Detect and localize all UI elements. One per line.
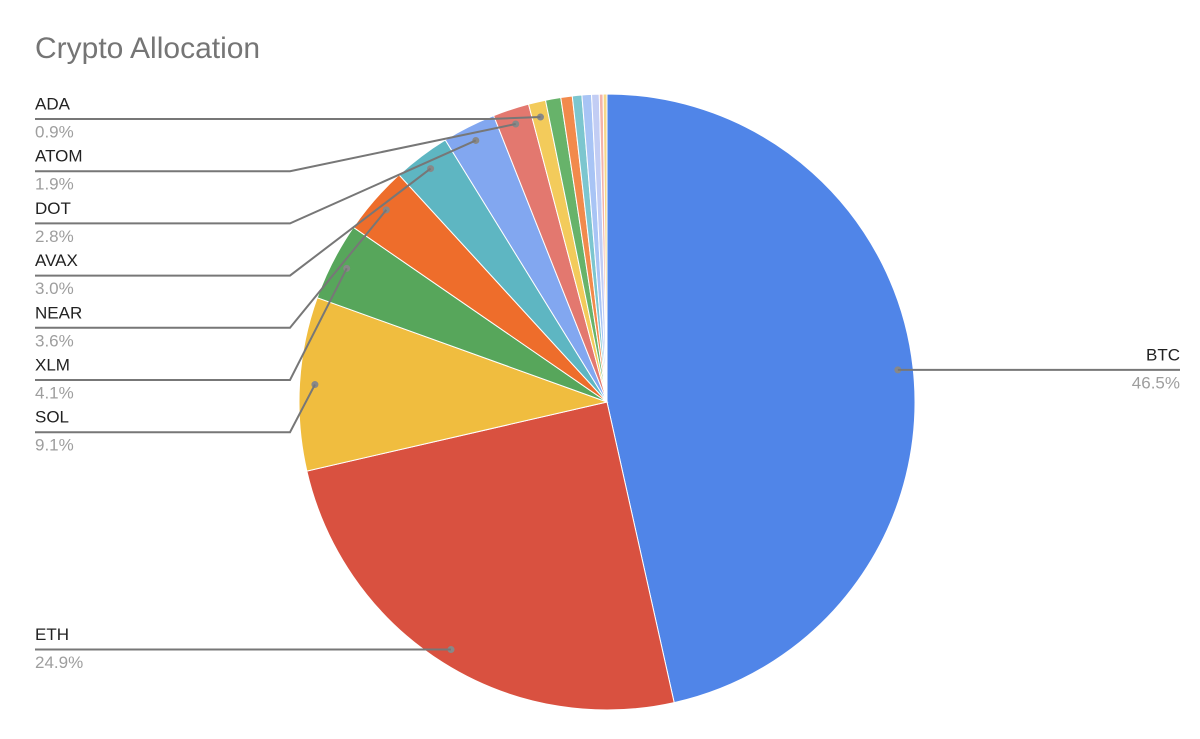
slice-value-label: 46.5% xyxy=(1132,373,1180,392)
leader-line xyxy=(35,209,388,329)
leader-line xyxy=(35,267,348,381)
slice-value-label: 4.1% xyxy=(35,383,74,402)
slice-value-label: 3.0% xyxy=(35,279,74,298)
slice-label: ETH xyxy=(35,625,69,644)
slice-label: XLM xyxy=(35,355,70,374)
leader-line xyxy=(35,139,477,225)
slice-label: DOT xyxy=(35,199,71,218)
leader-line xyxy=(35,116,541,120)
slice-value-label: 2.8% xyxy=(35,227,74,246)
leader-line xyxy=(35,384,316,434)
slice-label: AVAX xyxy=(35,251,78,270)
leader-line xyxy=(35,167,432,277)
leader-line xyxy=(35,123,516,173)
slice-label: ATOM xyxy=(35,147,83,166)
pie-slice xyxy=(306,401,675,711)
slice-label: SOL xyxy=(35,408,69,427)
pie-slice xyxy=(602,93,608,403)
chart-title: Crypto Allocation xyxy=(35,32,260,65)
slice-value-label: 1.9% xyxy=(35,175,74,194)
slice-label: NEAR xyxy=(35,303,82,322)
slice-label: ADA xyxy=(35,94,71,113)
slice-value-label: 3.6% xyxy=(35,331,74,350)
slice-label: BTC xyxy=(1146,345,1180,364)
slice-value-label: 9.1% xyxy=(35,436,74,455)
slice-value-label: 0.9% xyxy=(35,122,74,141)
pie-slice xyxy=(606,93,916,704)
pie-slice xyxy=(298,297,609,472)
slice-value-label: 24.9% xyxy=(35,653,83,672)
